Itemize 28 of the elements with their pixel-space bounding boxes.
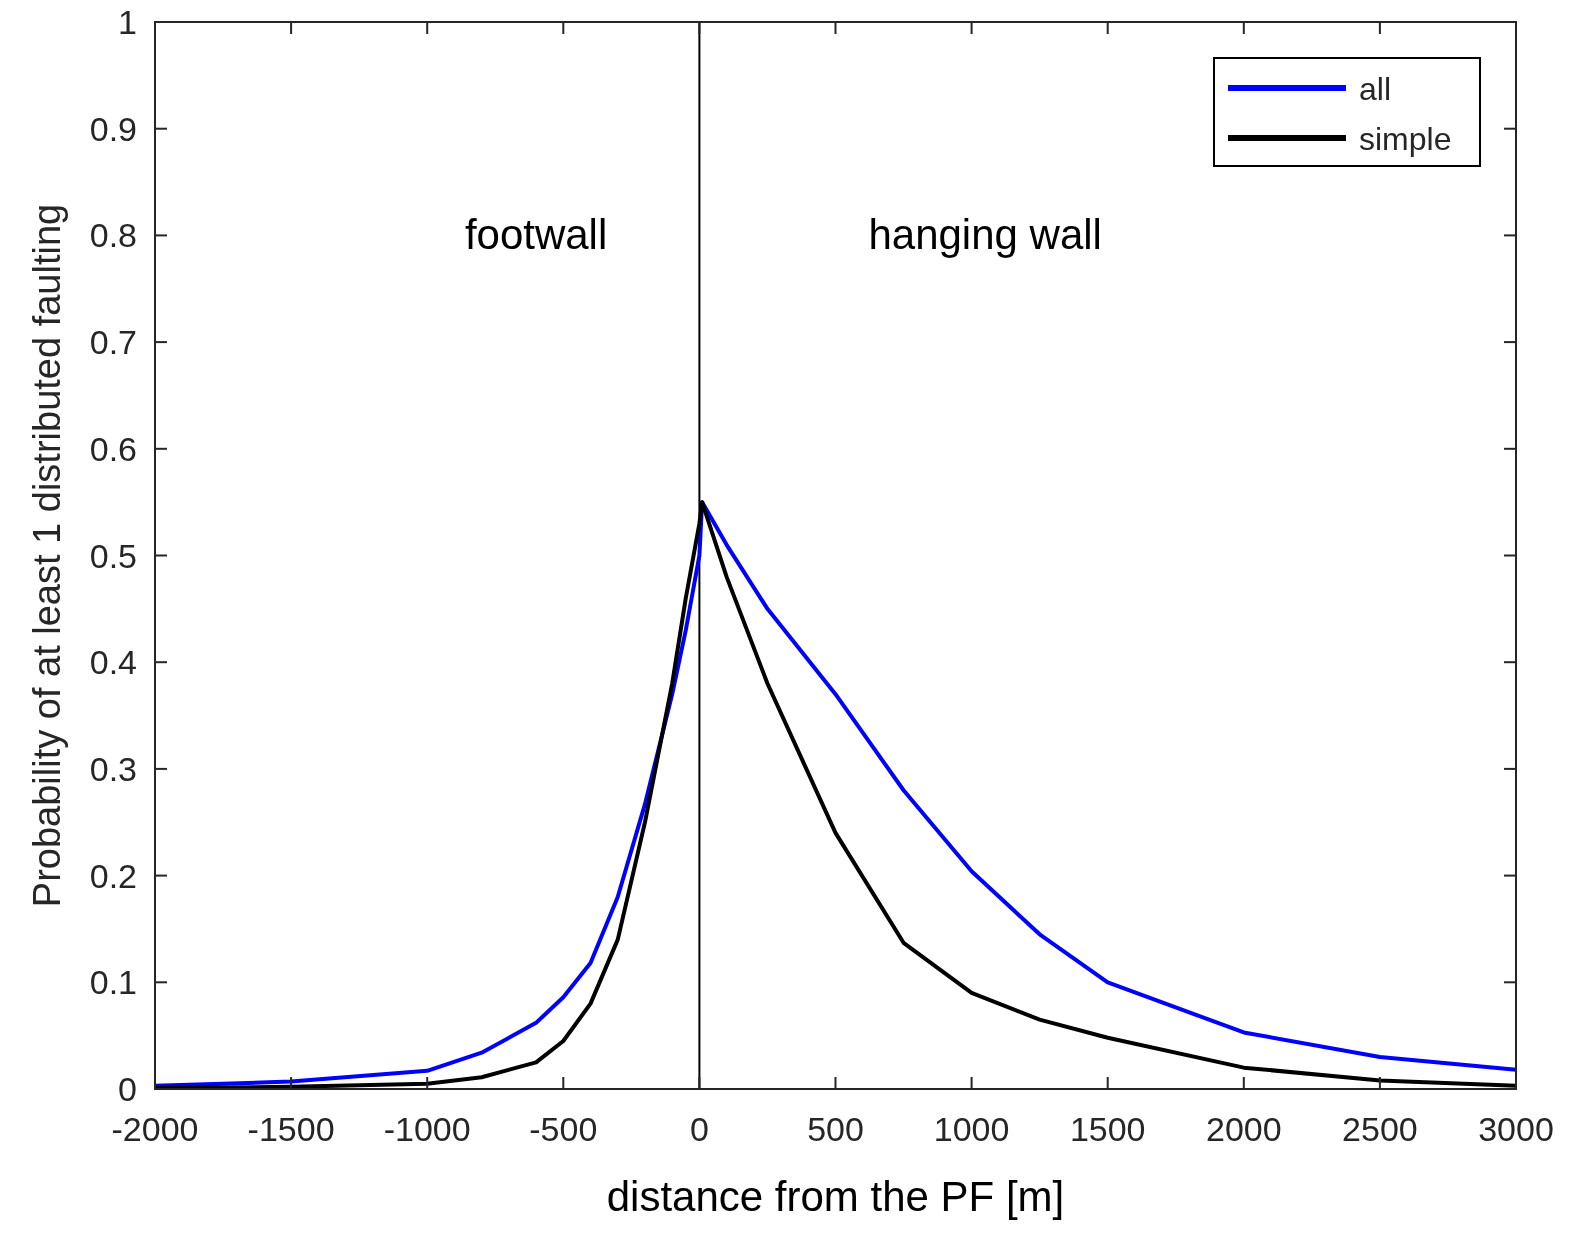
y-tick-label: 1 xyxy=(118,3,137,41)
x-tick-label: -1000 xyxy=(383,1110,471,1148)
x-tick-label: 3000 xyxy=(1478,1110,1554,1148)
annotation: hanging wall xyxy=(868,211,1102,259)
x-tick-label: -2000 xyxy=(111,1110,199,1148)
y-tick-label: 0.2 xyxy=(89,856,137,895)
y-tick-label: 0.6 xyxy=(89,429,137,468)
legend-label: all xyxy=(1359,71,1392,107)
x-tick-label: 2000 xyxy=(1205,1110,1282,1148)
y-tick-label: 0.9 xyxy=(89,109,137,148)
y-tick-label: 0.5 xyxy=(89,536,137,575)
x-tick-label: 0 xyxy=(689,1110,709,1148)
x-tick-label: 500 xyxy=(807,1110,864,1148)
x-tick-label: -500 xyxy=(529,1110,598,1148)
y-tick-label: 0 xyxy=(118,1070,137,1108)
x-axis-title: distance from the PF [m] xyxy=(606,1173,1065,1220)
x-tick-label: 1000 xyxy=(933,1110,1010,1148)
y-tick-label: 0.1 xyxy=(89,963,137,1002)
annotation: footwall xyxy=(464,211,608,259)
x-tick-label: 2500 xyxy=(1342,1110,1418,1148)
y-axis-title: Probability of at least 1 distributed faulting xyxy=(26,203,68,908)
y-tick-label: 0.3 xyxy=(89,749,137,788)
x-tick-label: 1500 xyxy=(1069,1110,1146,1148)
y-tick-label: 0.4 xyxy=(89,643,137,682)
x-tick-label: -1500 xyxy=(247,1110,335,1148)
y-tick-label: 0.7 xyxy=(89,323,137,362)
legend-label: simple xyxy=(1359,121,1452,157)
y-tick-label: 0.8 xyxy=(89,216,137,255)
